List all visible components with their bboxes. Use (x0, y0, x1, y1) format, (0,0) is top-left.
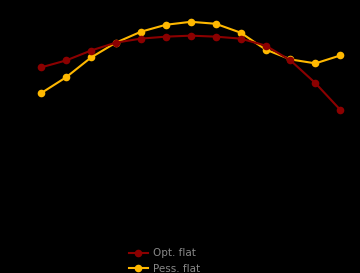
Legend: Opt. flat, Pess. flat: Opt. flat, Pess. flat (125, 244, 204, 273)
